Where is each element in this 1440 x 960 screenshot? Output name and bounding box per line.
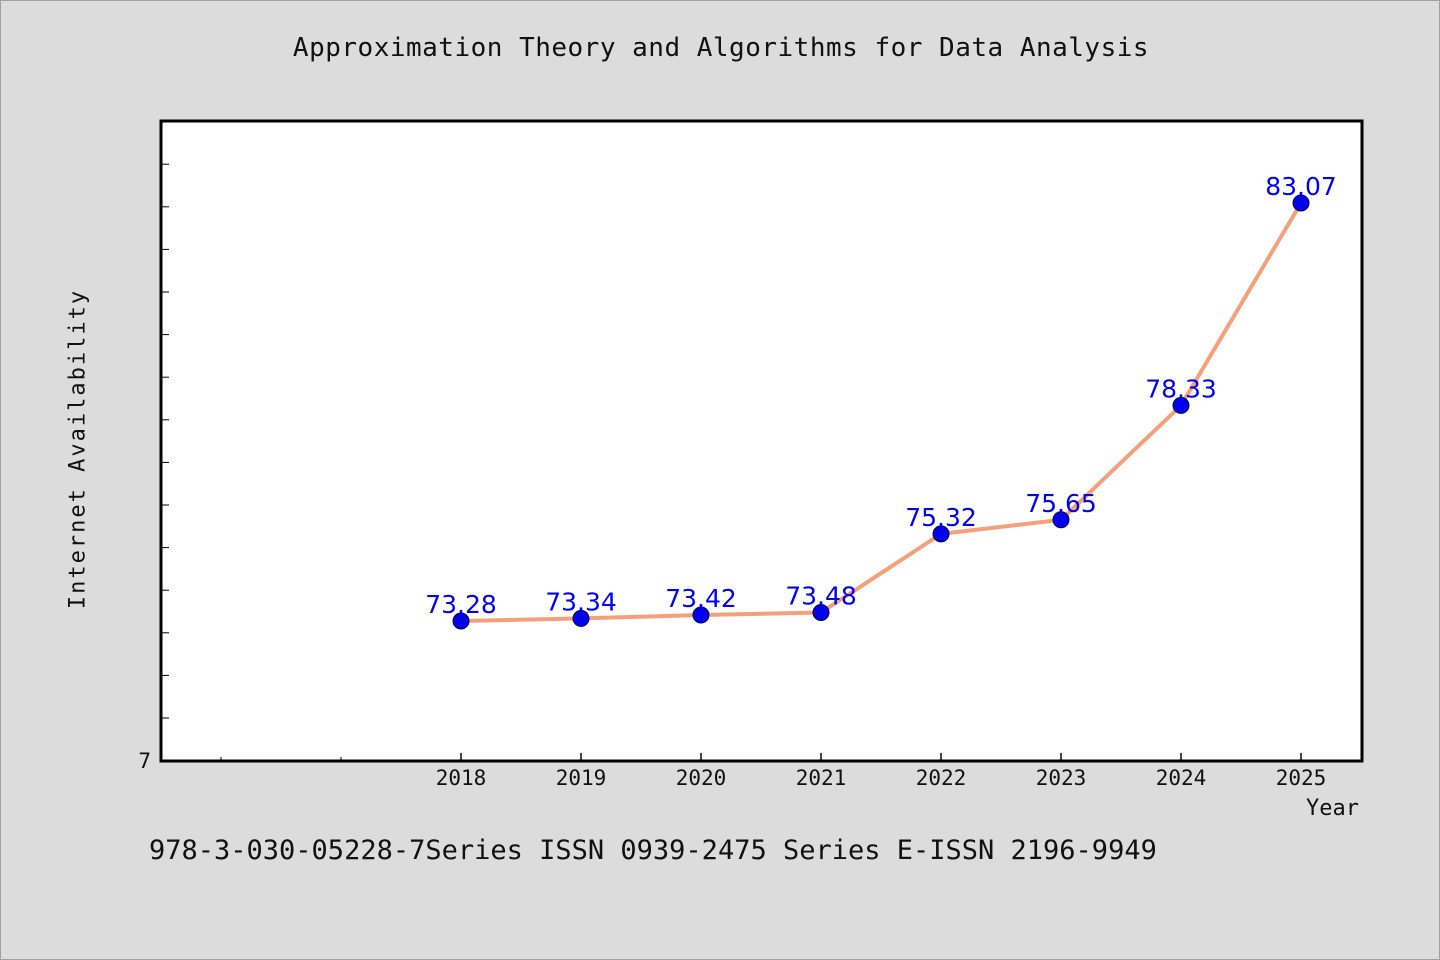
x-tick-label: 2023 [1036, 766, 1087, 790]
data-point [452, 612, 470, 630]
y-tick-label: 7 [138, 749, 151, 773]
data-label: 78.33 [1145, 374, 1217, 403]
data-point [1292, 194, 1310, 212]
series-line [459, 201, 1303, 623]
data-point [572, 609, 590, 627]
data-point [812, 604, 830, 621]
x-tick-label: 2020 [676, 766, 727, 790]
data-label: 75.65 [1025, 489, 1097, 518]
plot-area [161, 121, 1362, 761]
data-label: 73.48 [785, 582, 857, 611]
data-point [1172, 396, 1190, 414]
x-tick-label: 2021 [796, 766, 847, 790]
x-tick-label: 2019 [556, 766, 607, 790]
data-label: 73.34 [545, 587, 617, 616]
plot-frame [159, 119, 1364, 763]
footer-note: 978-3-030-05228-7Series ISSN 0939-2475 S… [149, 835, 1157, 866]
label-layer: 7 2018 2019 2020 2021 2022 2023 2024 2025 73.28 73… [138, 172, 1336, 790]
series-layer [452, 194, 1310, 630]
data-point [1052, 511, 1070, 529]
data-label: 73.28 [425, 590, 497, 619]
data-point [692, 606, 710, 624]
x-tick-label: 2018 [436, 766, 487, 790]
data-label: 75.32 [905, 503, 977, 532]
x-tick-label: 2024 [1156, 766, 1207, 790]
x-tick-label: 2025 [1276, 766, 1327, 790]
data-label: 83.07 [1265, 172, 1337, 201]
x-axis-label: Year [1306, 796, 1359, 821]
x-tick-label: 2022 [916, 766, 967, 790]
data-label: 73.42 [665, 584, 737, 613]
data-point [932, 525, 950, 543]
chart-title: Approximation Theory and Algorithms for … [292, 33, 1150, 63]
